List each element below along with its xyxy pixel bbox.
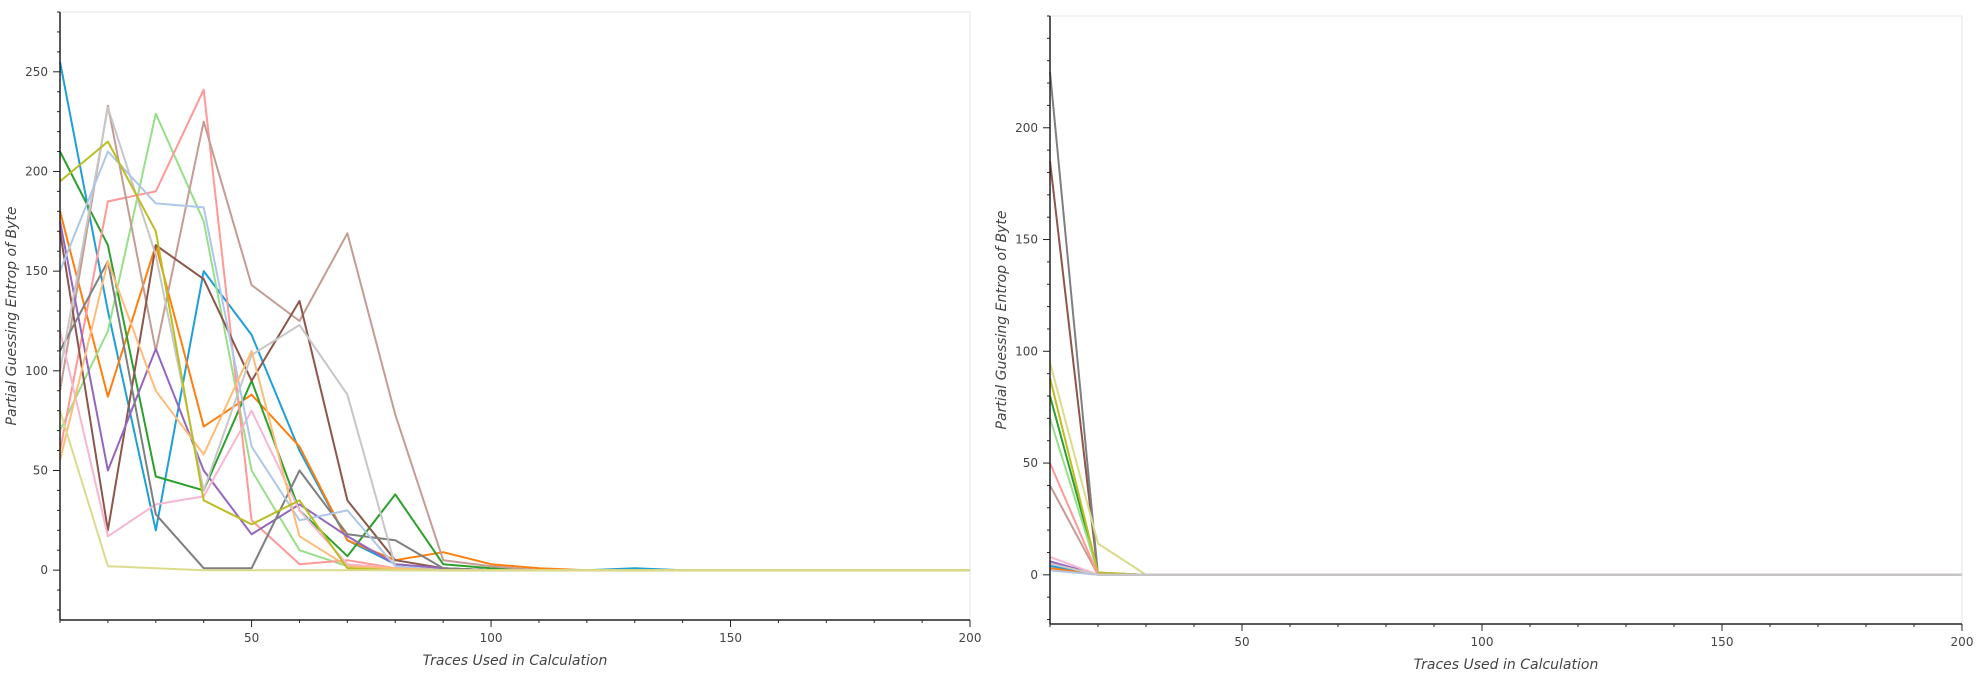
y-tick-label: 200 bbox=[1015, 121, 1038, 135]
series-line bbox=[1049, 564, 1962, 576]
series-line bbox=[59, 104, 970, 572]
chart-left: 0 50 100 150 200 250 50 100 150 200 Traces Used in… bbox=[4, 11, 982, 669]
series-line bbox=[1049, 555, 1962, 576]
series-line bbox=[1049, 567, 1962, 576]
series-line bbox=[1049, 71, 1962, 576]
y-tick-label: 0 bbox=[40, 563, 48, 577]
series-line bbox=[59, 150, 970, 572]
series-line bbox=[1049, 362, 1962, 576]
series-line bbox=[1049, 562, 1962, 576]
y-tick-label: 100 bbox=[25, 364, 48, 378]
x-tick-label: 200 bbox=[959, 631, 982, 645]
chart-right: 0 50 100 150 200 50 100 150 200 Traces Used in Ca… bbox=[994, 15, 1974, 673]
y-axis-title: Partial Guessing Entrop of Byte bbox=[994, 211, 1010, 430]
y-tick-label: 150 bbox=[25, 264, 48, 278]
series-line bbox=[59, 106, 970, 572]
y-tick-label: 0 bbox=[1030, 568, 1038, 582]
x-axis-title: Traces Used in Calculation bbox=[423, 653, 608, 669]
x-tick-label: 200 bbox=[1951, 635, 1974, 649]
plot-frame bbox=[1049, 15, 1963, 625]
x-tick-label: 100 bbox=[1471, 635, 1494, 649]
series-line bbox=[59, 151, 970, 572]
x-tick-label: 50 bbox=[1234, 635, 1249, 649]
y-tick-label: 50 bbox=[1023, 456, 1038, 470]
y-tick-label: 250 bbox=[25, 65, 48, 79]
series-line bbox=[59, 61, 970, 572]
x-axis-title: Traces Used in Calculation bbox=[1414, 657, 1599, 673]
x-tick-label: 100 bbox=[480, 631, 503, 645]
y-tick-label: 200 bbox=[25, 164, 48, 178]
series-line bbox=[1049, 377, 1962, 576]
series-line bbox=[1049, 418, 1962, 576]
x-tick-label: 50 bbox=[244, 631, 259, 645]
y-tick-label: 150 bbox=[1015, 233, 1038, 247]
x-tick-label: 150 bbox=[1711, 635, 1734, 649]
series-line bbox=[59, 211, 970, 572]
series-line bbox=[1049, 395, 1962, 576]
y-tick-label: 100 bbox=[1015, 344, 1038, 358]
x-tick-label: 150 bbox=[719, 631, 742, 645]
series-line bbox=[1049, 560, 1962, 576]
y-tick-label: 50 bbox=[33, 463, 48, 477]
series-line bbox=[1049, 462, 1962, 576]
series-line bbox=[59, 112, 970, 572]
y-axis-title: Partial Guessing Entrop of Byte bbox=[4, 207, 20, 426]
series-line bbox=[1049, 484, 1962, 576]
series-line bbox=[59, 410, 970, 572]
series-line bbox=[1049, 161, 1962, 576]
